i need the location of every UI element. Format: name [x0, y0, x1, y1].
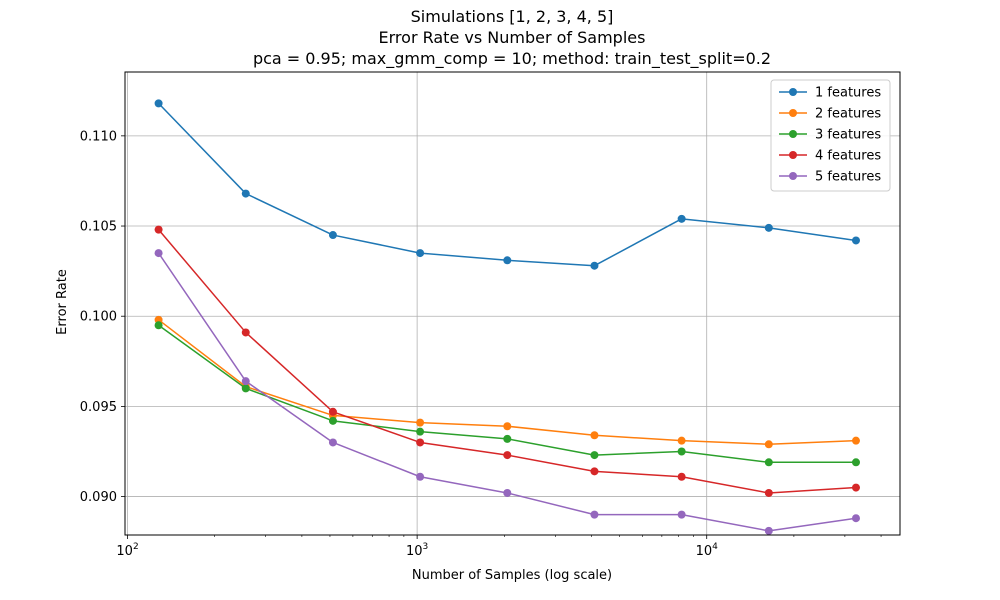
series-5-point — [416, 472, 425, 481]
legend-label-3: 3 features — [815, 128, 881, 143]
legend-marker-5 — [789, 172, 797, 180]
legend-box — [770, 79, 891, 192]
series-3-point — [503, 434, 512, 443]
series-3-point — [154, 321, 163, 330]
series-4-point — [328, 407, 337, 416]
series-4-point — [677, 472, 686, 481]
plot-frame — [124, 71, 901, 536]
series-5-point — [677, 510, 686, 519]
x-tick-label: 104 — [696, 542, 719, 559]
series-4-point — [416, 438, 425, 447]
chart-title-line-3: pca = 0.95; max_gmm_comp = 10; method: t… — [253, 49, 771, 69]
series-3-point — [241, 384, 250, 393]
series-1-point — [328, 231, 337, 240]
series-5-point — [241, 377, 250, 386]
legend-label-5: 5 features — [815, 170, 881, 185]
y-tick-label: 0.105 — [80, 220, 117, 235]
series-1-point — [764, 223, 773, 232]
series-1-point — [590, 261, 599, 270]
series-2-point — [851, 436, 860, 445]
series-5-point — [503, 488, 512, 497]
series-4-point — [503, 451, 512, 460]
legend-marker-1 — [789, 88, 797, 96]
x-tick-label: 102 — [116, 542, 138, 559]
y-tick-label: 0.100 — [80, 310, 117, 325]
legend-marker-2 — [789, 109, 797, 117]
series-2-point — [590, 431, 599, 440]
chart-title-line-2: Error Rate vs Number of Samples — [379, 28, 646, 47]
series-5-point — [851, 514, 860, 523]
series-3-point — [590, 451, 599, 460]
legend-label-1: 1 features — [815, 86, 881, 101]
grid-layer — [125, 72, 900, 535]
series-1-point — [241, 189, 250, 198]
series-1-point — [154, 99, 163, 108]
chart-title-line-1: Simulations [1, 2, 3, 4, 5] — [411, 7, 614, 26]
series-4-point — [851, 483, 860, 492]
series-2-point — [764, 440, 773, 449]
series-3-point — [677, 447, 686, 456]
series-3-point — [851, 458, 860, 467]
legend-marker-3 — [789, 130, 797, 138]
series-4-point — [241, 328, 250, 337]
series-layer — [154, 99, 860, 535]
x-axis-label: Number of Samples (log scale) — [412, 568, 612, 583]
tick-layer: 0.090 0.095 0.100 0.105 0.110 102 103 104 — [80, 129, 882, 559]
series-5-point — [590, 510, 599, 519]
series-4-point — [590, 467, 599, 476]
series-1-point — [416, 249, 425, 258]
series-2-point — [503, 422, 512, 431]
series-2-point — [416, 418, 425, 427]
y-axis-label: Error Rate — [55, 269, 70, 335]
legend-marker-4 — [789, 151, 797, 159]
legend: 1 features 2 features 3 features 4 features… — [770, 79, 891, 192]
y-tick-label: 0.095 — [80, 400, 117, 415]
series-2-point — [677, 436, 686, 445]
legend-label-2: 2 features — [815, 107, 881, 122]
series-5-point — [154, 249, 163, 258]
legend-label-4: 4 features — [815, 149, 881, 164]
series-1-point — [677, 214, 686, 223]
y-tick-label: 0.110 — [80, 129, 117, 144]
series-3-point — [416, 427, 425, 436]
series-5-point — [328, 438, 337, 447]
series-3-point — [764, 458, 773, 467]
series-5-point — [764, 526, 773, 535]
series-1-point — [503, 256, 512, 265]
x-tick-label: 103 — [406, 542, 428, 559]
series-4-point — [764, 488, 773, 497]
series-4-point — [154, 225, 163, 234]
y-tick-label: 0.090 — [80, 490, 117, 505]
series-1-point — [851, 236, 860, 245]
series-3-point — [328, 416, 337, 425]
